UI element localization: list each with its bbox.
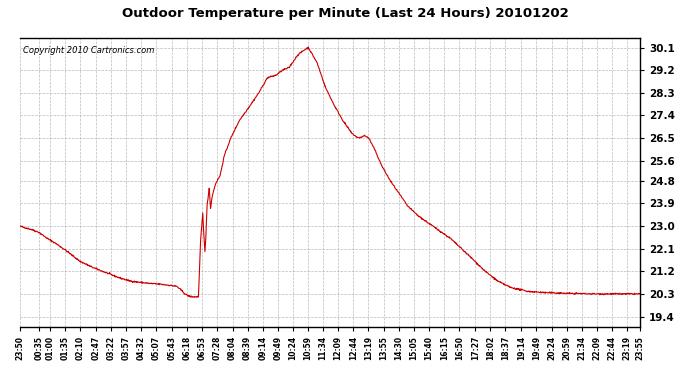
Text: Copyright 2010 Cartronics.com: Copyright 2010 Cartronics.com: [23, 46, 154, 55]
Text: Outdoor Temperature per Minute (Last 24 Hours) 20101202: Outdoor Temperature per Minute (Last 24 …: [121, 8, 569, 21]
